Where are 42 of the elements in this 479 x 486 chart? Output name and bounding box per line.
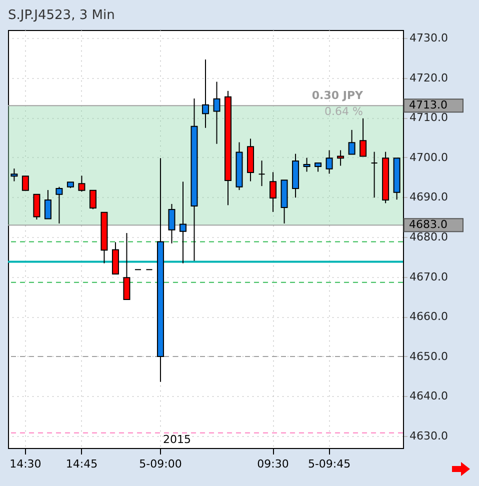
- ref-line-label: 4713.0: [409, 98, 448, 112]
- candlestick: [179, 181, 186, 264]
- y-tick-label: 4700.0: [410, 150, 448, 164]
- y-tick-label: 4660.0: [410, 310, 448, 324]
- candlestick: [10, 168, 18, 182]
- candlestick: [303, 157, 310, 172]
- y-tick-label: 4670.0: [410, 270, 448, 284]
- candlestick: [326, 150, 333, 174]
- y-tick-label: 4650.0: [410, 350, 448, 363]
- candlestick: [168, 203, 176, 244]
- candlestick: [56, 186, 63, 224]
- annotation: 0.64 %: [324, 105, 363, 118]
- annotation: 0.30 JPY: [312, 89, 364, 102]
- candlestick: [213, 81, 220, 144]
- candlestick: [258, 160, 266, 187]
- candlestick: [360, 118, 367, 157]
- candlestick: [22, 176, 29, 191]
- ref-line-label: 4683.0: [409, 218, 448, 232]
- annotation: 2015: [163, 433, 191, 446]
- candlestick: [270, 172, 277, 212]
- candlestick: [202, 58, 209, 128]
- chart-title: S.JP.J4523, 3 Min: [8, 8, 115, 23]
- candlestick: [78, 175, 86, 192]
- y-tick-label: 4640.0: [410, 390, 448, 403]
- candlestick: [89, 190, 96, 210]
- x-tick-label: 09:30: [257, 458, 289, 470]
- y-tick-label: 4730.0: [410, 31, 448, 44]
- candlestick: [337, 150, 344, 166]
- y-tick-label: 4690.0: [410, 190, 448, 204]
- y-tick-label: 4720.0: [410, 71, 448, 84]
- x-tick-label: 5-09:00: [139, 458, 182, 470]
- candlestick: [123, 232, 130, 300]
- candlestick: [370, 151, 378, 198]
- y-tick-label: 4630.0: [410, 430, 448, 443]
- x-tick-label: 14:45: [66, 458, 98, 470]
- y-tick-label: 4680.0: [410, 230, 448, 244]
- candlestick: [44, 190, 52, 220]
- x-tick-label: 14:30: [10, 458, 42, 470]
- x-tick-label: 5-09:45: [308, 458, 351, 470]
- candlestick: [33, 194, 40, 220]
- candlestick: [348, 129, 356, 155]
- y-tick-label: 4710.0: [410, 111, 448, 124]
